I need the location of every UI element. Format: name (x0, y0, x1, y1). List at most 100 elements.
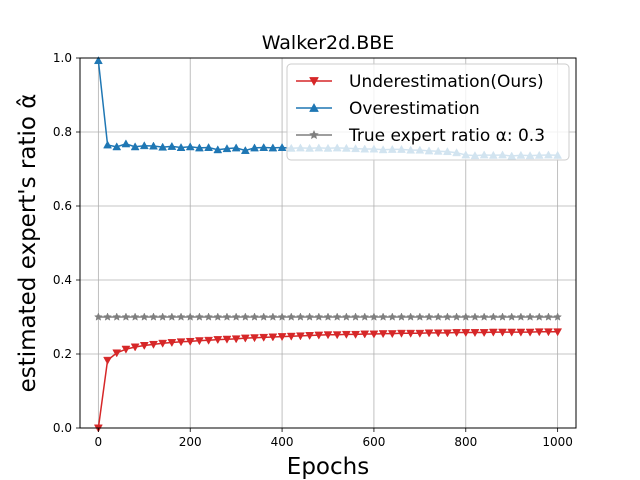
data-point (534, 328, 544, 337)
data-point (185, 142, 195, 151)
data-point (442, 312, 452, 321)
data-point (516, 328, 526, 337)
data-point (130, 343, 140, 352)
data-point (112, 142, 122, 151)
data-point (222, 312, 232, 321)
data-point (259, 312, 269, 321)
data-point (204, 336, 214, 345)
data-point (424, 312, 434, 321)
data-point (130, 142, 140, 151)
data-point (387, 312, 397, 321)
data-point (176, 143, 186, 151)
data-point (167, 141, 177, 150)
x-axis-label: Epochs (287, 454, 369, 480)
data-point (296, 332, 305, 341)
data-point (121, 139, 131, 148)
data-point (553, 328, 563, 337)
data-point (204, 312, 214, 321)
data-point (149, 141, 158, 150)
data-point (314, 331, 324, 340)
data-point (176, 312, 186, 321)
legend-label: True expert ratio α: 0.3 (348, 126, 545, 146)
data-point (323, 312, 333, 321)
y-tick-label: 0.0 (53, 421, 72, 435)
data-point (194, 312, 204, 321)
data-point (204, 143, 214, 151)
data-point (305, 332, 315, 341)
y-tick-label: 0.6 (53, 199, 72, 213)
data-point (378, 312, 388, 321)
data-point (332, 312, 342, 321)
data-point (351, 312, 360, 321)
data-point (213, 312, 223, 321)
data-point (167, 339, 177, 348)
data-point (305, 312, 315, 321)
data-point (452, 329, 462, 338)
series-triangle-down (93, 328, 563, 433)
data-point (516, 312, 526, 321)
data-point (222, 144, 232, 153)
data-point (479, 312, 489, 321)
legend-marker (309, 102, 319, 112)
data-point (240, 145, 250, 154)
data-point (461, 312, 471, 321)
data-point (93, 56, 103, 65)
data-point (387, 330, 397, 339)
data-point (351, 330, 360, 339)
data-point (139, 141, 149, 150)
data-point (121, 312, 131, 321)
data-point (231, 312, 241, 321)
data-point (498, 312, 507, 321)
data-point (360, 312, 370, 321)
data-point (525, 328, 535, 337)
data-point (259, 143, 269, 151)
data-point (268, 312, 278, 321)
data-point (433, 329, 443, 338)
data-point (397, 312, 406, 321)
data-point (452, 312, 462, 321)
legend-marker (309, 129, 319, 140)
data-point (158, 312, 168, 321)
legend-entries: Underestimation(Ours) Overestimation True … (296, 72, 545, 146)
data-point (185, 312, 195, 321)
data-point (176, 338, 186, 347)
data-point (139, 312, 149, 321)
data-point (240, 334, 250, 343)
data-point (461, 329, 471, 338)
data-point (406, 312, 416, 321)
data-point (286, 332, 296, 341)
data-point (341, 312, 351, 321)
data-point (332, 331, 342, 340)
data-point (250, 312, 259, 321)
data-point (268, 333, 278, 342)
data-point (415, 329, 425, 338)
data-point (360, 330, 370, 339)
data-point (103, 356, 112, 365)
data-point (103, 312, 112, 321)
x-tick-label: 800 (454, 435, 477, 449)
plot-frame (79, 57, 577, 429)
legend-entry: Overestimation (296, 99, 480, 119)
legend-entry: True expert ratio α: 0.3 (296, 126, 545, 146)
data-point (250, 334, 259, 343)
data-point (158, 339, 168, 348)
data-point (112, 349, 122, 358)
data-point (470, 312, 480, 321)
legend-label: Underestimation(Ours) (349, 72, 544, 92)
data-point (103, 140, 112, 149)
data-point (130, 312, 140, 321)
data-point (534, 312, 544, 321)
data-point (498, 328, 507, 337)
x-tick-label: 600 (362, 435, 385, 449)
data-point (250, 143, 259, 152)
y-tick-label: 0.4 (53, 273, 72, 287)
data-point (167, 312, 177, 321)
data-point (139, 342, 149, 351)
data-point (194, 143, 204, 152)
data-point (369, 312, 379, 321)
data-point (470, 329, 480, 338)
data-point (231, 335, 241, 344)
data-point (259, 333, 269, 342)
x-tick-label: 0 (95, 435, 103, 449)
data-point (213, 336, 223, 345)
